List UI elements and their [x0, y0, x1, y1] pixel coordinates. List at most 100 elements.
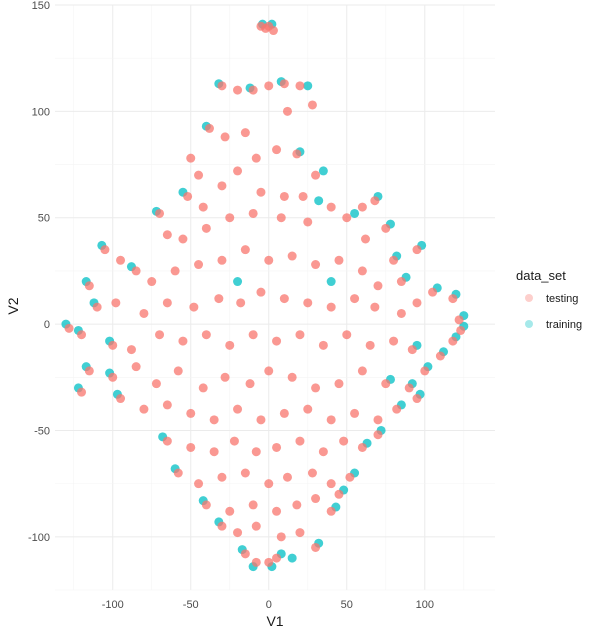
point-testing — [173, 468, 183, 478]
point-testing — [245, 379, 255, 389]
point-testing — [326, 415, 336, 425]
point-testing — [298, 191, 308, 201]
point-testing — [201, 223, 211, 233]
point-testing — [139, 404, 149, 414]
point-training — [350, 208, 360, 218]
point-testing — [162, 436, 172, 446]
point-testing — [392, 404, 402, 414]
point-testing — [295, 330, 305, 340]
point-testing — [92, 302, 102, 312]
point-testing — [248, 330, 258, 340]
point-testing — [251, 153, 261, 163]
point-testing — [131, 362, 141, 372]
point-testing — [111, 298, 121, 308]
point-testing — [303, 217, 313, 227]
point-training — [287, 553, 297, 563]
point-testing — [412, 298, 422, 308]
point-testing — [342, 213, 352, 223]
point-testing — [381, 379, 391, 389]
x-tick-label: 100 — [416, 599, 434, 611]
point-training — [314, 196, 324, 206]
point-testing — [248, 208, 258, 218]
point-testing — [272, 145, 282, 155]
grid-lines — [55, 4, 495, 591]
point-testing — [77, 387, 87, 397]
point-testing — [183, 191, 193, 201]
legend-label-testing: testing — [546, 293, 578, 305]
point-testing — [240, 468, 250, 478]
point-testing — [189, 302, 199, 312]
point-testing — [279, 294, 289, 304]
point-testing — [233, 528, 243, 538]
point-testing — [357, 266, 367, 276]
point-testing — [217, 81, 227, 91]
point-testing — [448, 294, 458, 304]
y-tick-label: 150 — [32, 0, 50, 12]
point-testing — [170, 266, 180, 276]
point-testing — [350, 294, 360, 304]
point-testing — [162, 400, 172, 410]
point-testing — [311, 383, 321, 393]
legend-key-testing — [525, 294, 533, 302]
point-testing — [84, 366, 94, 376]
y-axis-title: V2 — [5, 297, 21, 314]
point-testing — [370, 302, 380, 312]
point-testing — [256, 187, 266, 197]
point-testing — [295, 81, 305, 91]
point-testing — [261, 23, 271, 33]
y-tick-label: -50 — [34, 425, 50, 437]
point-testing — [204, 123, 214, 133]
point-testing — [178, 336, 188, 346]
point-testing — [334, 255, 344, 265]
point-testing — [272, 336, 282, 346]
point-testing — [194, 170, 204, 180]
point-testing — [407, 345, 417, 355]
point-testing — [334, 379, 344, 389]
point-testing — [292, 500, 302, 510]
point-testing — [342, 330, 352, 340]
y-tick-label: -100 — [28, 532, 50, 544]
point-testing — [272, 553, 282, 563]
point-testing — [287, 251, 297, 261]
point-testing — [282, 106, 292, 116]
point-testing — [326, 479, 336, 489]
point-testing — [279, 408, 289, 418]
point-testing — [116, 394, 126, 404]
point-testing — [365, 340, 375, 350]
point-testing — [303, 298, 313, 308]
point-testing — [428, 287, 438, 297]
point-testing — [311, 494, 321, 504]
point-testing — [264, 81, 274, 91]
point-testing — [248, 85, 258, 95]
point-testing — [233, 404, 243, 414]
point-testing — [178, 234, 188, 244]
point-testing — [264, 366, 274, 376]
point-testing — [217, 255, 227, 265]
point-testing — [381, 223, 391, 233]
point-testing — [201, 500, 211, 510]
point-testing — [198, 383, 208, 393]
point-testing — [326, 202, 336, 212]
point-testing — [307, 468, 317, 478]
point-testing — [186, 442, 196, 452]
point-testing — [108, 372, 118, 382]
point-testing — [396, 277, 406, 287]
point-testing — [456, 325, 466, 335]
point-testing — [357, 442, 367, 452]
point-testing — [201, 330, 211, 340]
point-testing — [454, 315, 464, 325]
point-testing — [326, 506, 336, 516]
point-testing — [264, 479, 274, 489]
point-testing — [209, 415, 219, 425]
point-testing — [303, 404, 313, 414]
point-testing — [389, 336, 399, 346]
point-testing — [236, 298, 246, 308]
point-testing — [435, 351, 445, 361]
x-axis-title: V1 — [266, 613, 283, 629]
point-testing — [126, 345, 136, 355]
point-testing — [448, 336, 458, 346]
point-testing — [108, 340, 118, 350]
point-testing — [326, 302, 336, 312]
point-testing — [155, 330, 165, 340]
